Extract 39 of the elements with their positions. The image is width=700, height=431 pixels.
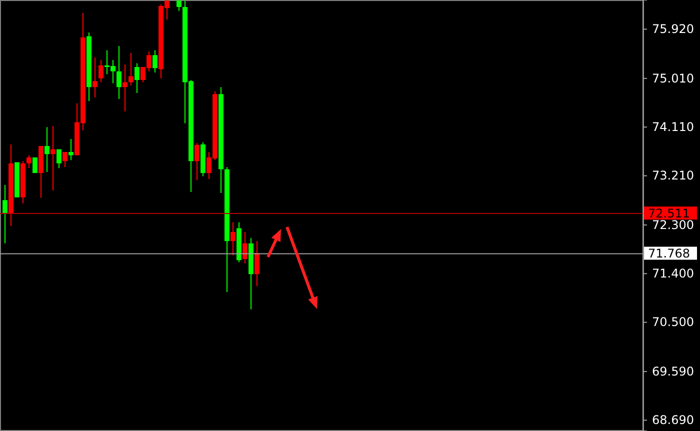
candlestick — [128, 52, 134, 86]
candlestick — [62, 152, 68, 168]
y-tick-label: 71.400 — [652, 266, 694, 280]
y-tick-label: 68.690 — [652, 413, 694, 428]
candlestick — [200, 142, 206, 176]
candlestick — [56, 149, 62, 168]
candlestick — [50, 126, 56, 190]
candlestick — [2, 184, 8, 244]
candlestick — [26, 155, 32, 168]
candlestick — [248, 238, 254, 310]
y-tick-label: 69.590 — [652, 364, 694, 378]
candlestick — [194, 143, 200, 180]
candlestick — [38, 146, 44, 198]
candlestick — [218, 87, 224, 194]
y-tick-label: 70.500 — [652, 315, 694, 330]
candlestick — [68, 138, 74, 160]
candlestick — [134, 63, 140, 94]
y-tick-label: 75.010 — [652, 71, 694, 86]
y-tick-label: 75.920 — [652, 22, 694, 36]
candlestick — [176, 0, 182, 11]
candlestick — [92, 57, 98, 98]
candlestick — [44, 127, 50, 172]
candlestick — [86, 32, 92, 102]
candlestick — [8, 144, 14, 226]
candlestick — [20, 161, 26, 204]
candlestick — [14, 162, 20, 198]
candlestick — [224, 167, 230, 292]
candlestick — [152, 50, 158, 72]
candlestick — [242, 232, 248, 264]
y-tick-label: 73.210 — [652, 168, 694, 183]
candlestick — [116, 46, 122, 99]
candlestick — [98, 60, 104, 82]
candlestick — [254, 241, 260, 286]
candlestick — [122, 64, 128, 112]
y-tick-label: 74.110 — [652, 120, 694, 134]
ref-line-label: 71.768 — [648, 246, 690, 261]
candlestick — [230, 222, 236, 256]
candlestick — [236, 222, 242, 262]
candlestick — [32, 157, 38, 174]
